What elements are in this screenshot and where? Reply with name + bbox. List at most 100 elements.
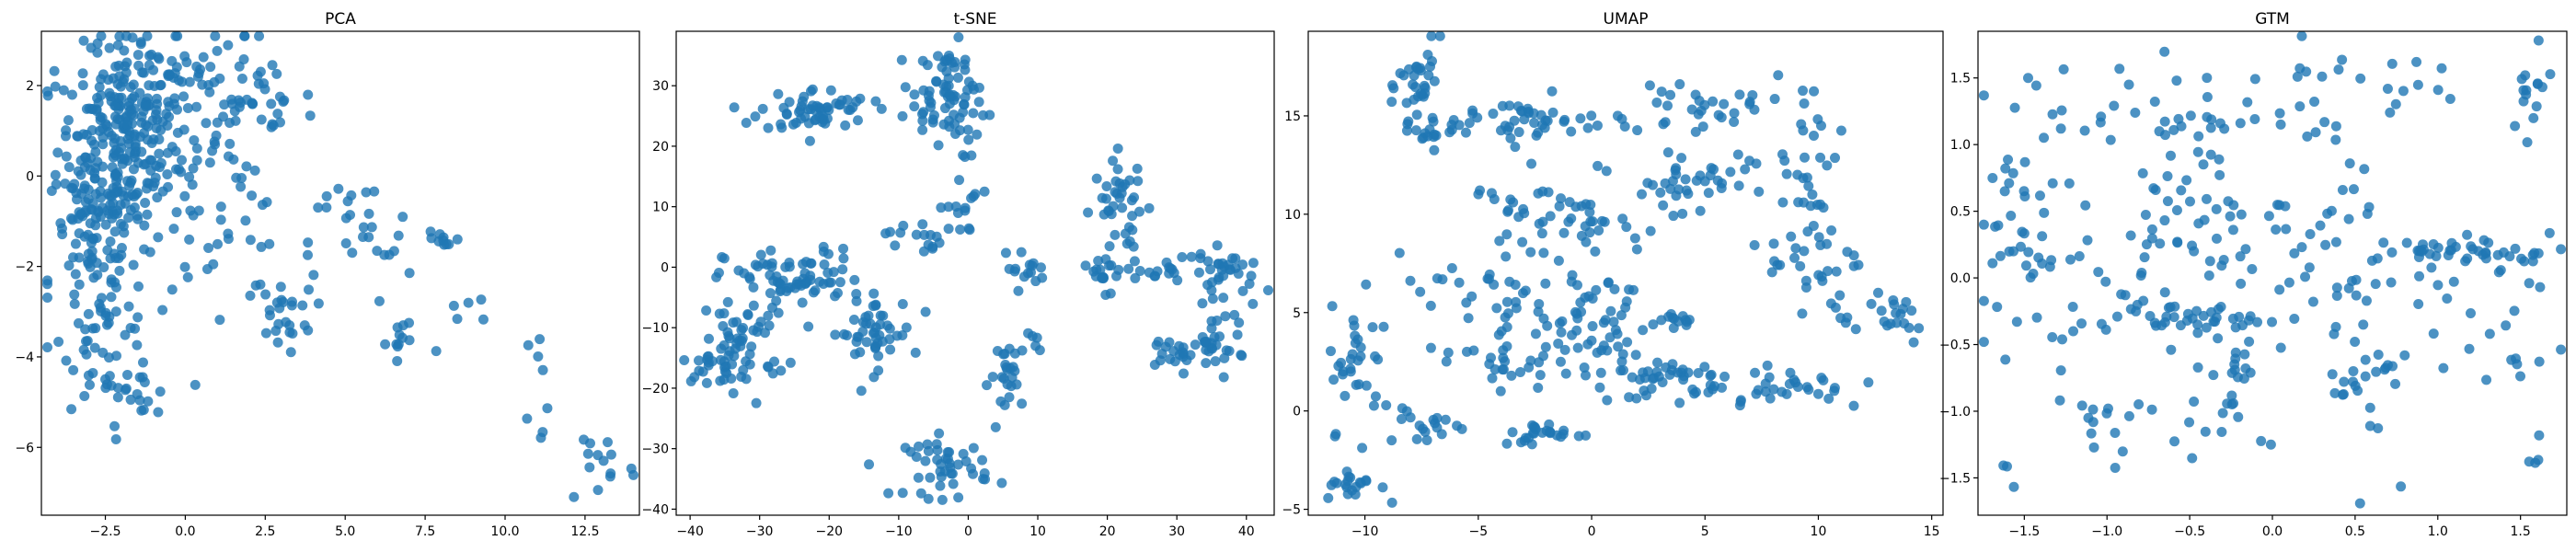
scatter-point	[2172, 236, 2183, 247]
scatter-point	[1330, 429, 1341, 440]
scatter-point	[962, 124, 973, 135]
scatter-point	[2436, 63, 2447, 74]
scatter-point	[1134, 266, 1145, 277]
scatter-point	[172, 104, 183, 115]
scatter-point	[2527, 256, 2538, 267]
scatter-point	[2382, 360, 2393, 371]
scatter-point	[1164, 268, 1175, 279]
scatter-point	[1440, 414, 1451, 425]
scatter-point	[955, 224, 966, 236]
scatter-point	[1812, 388, 1823, 399]
scatter-point	[722, 296, 733, 307]
scatter-point	[2008, 481, 2019, 492]
scatter-point	[1686, 104, 1697, 115]
scatter-point	[267, 60, 278, 71]
scatter-point	[2351, 290, 2362, 301]
scatter-point	[130, 146, 141, 157]
scatter-point	[1648, 319, 1659, 330]
scatter-point	[139, 377, 150, 388]
scatter-point	[952, 72, 963, 83]
scatter-point	[2235, 251, 2246, 262]
scatter-point	[1734, 89, 1745, 100]
scatter-point	[724, 333, 735, 344]
scatter-point	[151, 93, 162, 104]
scatter-point	[245, 235, 256, 246]
scatter-point	[98, 261, 109, 272]
scatter-point	[1712, 175, 1723, 186]
scatter-point	[77, 80, 88, 91]
scatter-point	[1665, 89, 1676, 100]
scatter-point	[1017, 398, 1028, 409]
scatter-point	[2159, 215, 2170, 226]
subplot-pca: PCA −2.5 0.0 2.5 5.0 7.5 10.0 12.5 −6 −4 −2 0 2	[15, 10, 640, 539]
scatter-point	[1004, 392, 1015, 403]
scatter-point	[1100, 289, 1111, 300]
scatter-point	[2162, 171, 2173, 182]
scatter-point	[1237, 285, 1248, 296]
scatter-point	[943, 201, 954, 213]
scatter-point	[1848, 260, 1859, 271]
scatter-point	[214, 73, 225, 84]
scatter-point	[1674, 397, 1685, 408]
scatter-point	[1593, 224, 1604, 236]
y-tick-label: −2	[15, 260, 34, 275]
scatter-point	[946, 468, 957, 479]
scatter-point	[1662, 100, 1673, 111]
scatter-point	[1581, 430, 1592, 441]
scatter-point	[2205, 122, 2216, 133]
scatter-point	[1799, 98, 1810, 109]
scatter-point	[42, 342, 52, 353]
scatter-point	[78, 35, 89, 46]
scatter-point	[934, 428, 945, 439]
scatter-point	[1725, 167, 1736, 178]
scatter-point	[960, 64, 971, 75]
scatter-point	[1616, 310, 1627, 321]
scatter-point	[129, 131, 140, 142]
axes-frame-tsne	[675, 30, 1275, 516]
x-tick-label: 0	[964, 524, 972, 539]
scatter-point	[1602, 395, 1613, 406]
scatter-point	[67, 252, 78, 263]
scatter-point	[1149, 270, 1160, 282]
scatter-point	[1533, 382, 1544, 393]
scatter-points-pca	[42, 30, 638, 502]
scatter-point	[876, 103, 887, 114]
scatter-point	[604, 471, 615, 482]
scatter-point	[1378, 321, 1389, 332]
scatter-point	[1425, 342, 1436, 353]
scatter-point	[918, 107, 929, 118]
scatter-point	[1333, 361, 1344, 372]
scatter-point	[1205, 264, 1216, 275]
scatter-point	[2354, 498, 2365, 509]
scatter-point	[2203, 270, 2214, 281]
scatter-point	[2011, 316, 2022, 328]
scatter-point	[914, 441, 925, 452]
scatter-point	[2460, 256, 2471, 267]
scatter-point	[522, 413, 533, 424]
scatter-point	[1130, 272, 1141, 283]
scatter-point	[2123, 410, 2134, 421]
scatter-point	[1244, 278, 1255, 289]
scatter-point	[1519, 114, 1530, 125]
scatter-point	[2412, 79, 2423, 90]
scatter-point	[954, 175, 965, 186]
scatter-point	[1517, 236, 1528, 247]
scatter-point	[2033, 252, 2044, 263]
scatter-point	[1178, 368, 1189, 379]
scatter-point	[1425, 61, 1436, 72]
scatter-point	[1823, 393, 1834, 404]
y-tick-label: 2	[26, 79, 34, 94]
scatter-point	[851, 336, 862, 347]
scatter-point	[210, 30, 221, 41]
scatter-point	[1768, 238, 1779, 249]
scatter-point	[1498, 352, 1509, 363]
scatter-point	[2331, 290, 2342, 301]
scatter-point	[1421, 434, 1432, 445]
scatter-point	[2228, 200, 2239, 211]
scatter-point	[1628, 284, 1639, 295]
scatter-point	[1638, 325, 1649, 336]
scatter-point	[1575, 113, 1586, 124]
scatter-point	[1803, 385, 1814, 396]
scatter-point	[1822, 160, 1833, 171]
scatter-point	[1387, 80, 1398, 91]
